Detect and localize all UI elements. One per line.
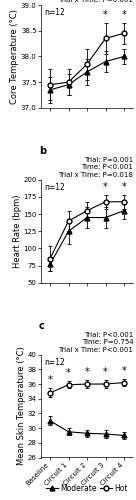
Text: n=12: n=12 bbox=[44, 8, 65, 17]
Text: b: b bbox=[39, 146, 46, 156]
Y-axis label: Heart Rate (bpm): Heart Rate (bpm) bbox=[13, 194, 22, 268]
Text: Trial: P<0.001
Time: P=0.754
Trial x Time: P<0.001: Trial: P<0.001 Time: P=0.754 Trial x Tim… bbox=[58, 332, 133, 352]
Text: *: * bbox=[103, 10, 108, 20]
Text: c: c bbox=[39, 320, 45, 330]
Text: *: * bbox=[103, 368, 108, 378]
Text: *: * bbox=[122, 366, 126, 376]
Text: *: * bbox=[122, 10, 126, 20]
Text: Trial: P=0.001
Time: P<0.001
Trial x Time: P=0.018: Trial: P=0.001 Time: P<0.001 Trial x Tim… bbox=[58, 157, 133, 178]
Y-axis label: Core Temperature (°C): Core Temperature (°C) bbox=[10, 9, 19, 104]
Text: *: * bbox=[48, 376, 52, 386]
Text: n=12: n=12 bbox=[44, 183, 65, 192]
Legend: Moderate, Hot: Moderate, Hot bbox=[43, 481, 131, 496]
Text: Trial: P=0.006
Time: P<0.001
Trial x Time: P=0.001: Trial: P=0.006 Time: P<0.001 Trial x Tim… bbox=[58, 0, 133, 3]
Text: *: * bbox=[66, 368, 71, 378]
Y-axis label: Mean Skin Temperature (°C): Mean Skin Temperature (°C) bbox=[17, 346, 26, 466]
Text: *: * bbox=[85, 368, 89, 378]
Text: n=12: n=12 bbox=[44, 358, 65, 366]
Text: *: * bbox=[122, 182, 126, 192]
Text: *: * bbox=[103, 182, 108, 192]
